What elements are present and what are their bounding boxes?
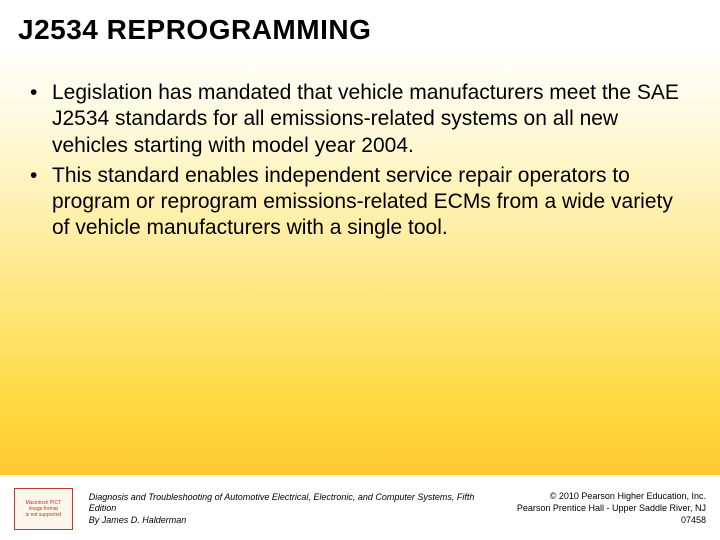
bullet-item: • This standard enables independent serv… (30, 163, 690, 242)
bullet-marker-icon: • (30, 80, 52, 159)
bullet-text: This standard enables independent servic… (52, 163, 690, 242)
copyright-line: Pearson Prentice Hall - Upper Saddle Riv… (517, 503, 706, 525)
bullet-item: • Legislation has mandated that vehicle … (30, 80, 690, 159)
slide: J2534 REPROGRAMMING • Legislation has ma… (0, 0, 720, 540)
book-author: By James D. Halderman (89, 515, 187, 525)
book-title: Diagnosis and Troubleshooting of Automot… (89, 492, 455, 502)
badge-line: is not supported (26, 512, 62, 518)
slide-title: J2534 REPROGRAMMING (18, 14, 371, 46)
placeholder-badge-icon: Macintosh PICT image format is not suppo… (14, 488, 73, 530)
slide-body: • Legislation has mandated that vehicle … (30, 80, 690, 246)
copyright-line: © 2010 Pearson Higher Education, Inc. (550, 491, 706, 501)
bullet-text: Legislation has mandated that vehicle ma… (52, 80, 690, 159)
footer-copyright: © 2010 Pearson Higher Education, Inc. Pe… (495, 491, 706, 526)
bullet-marker-icon: • (30, 163, 52, 242)
footer-book-info: Diagnosis and Troubleshooting of Automot… (89, 492, 495, 526)
slide-footer: Macintosh PICT image format is not suppo… (0, 478, 720, 540)
